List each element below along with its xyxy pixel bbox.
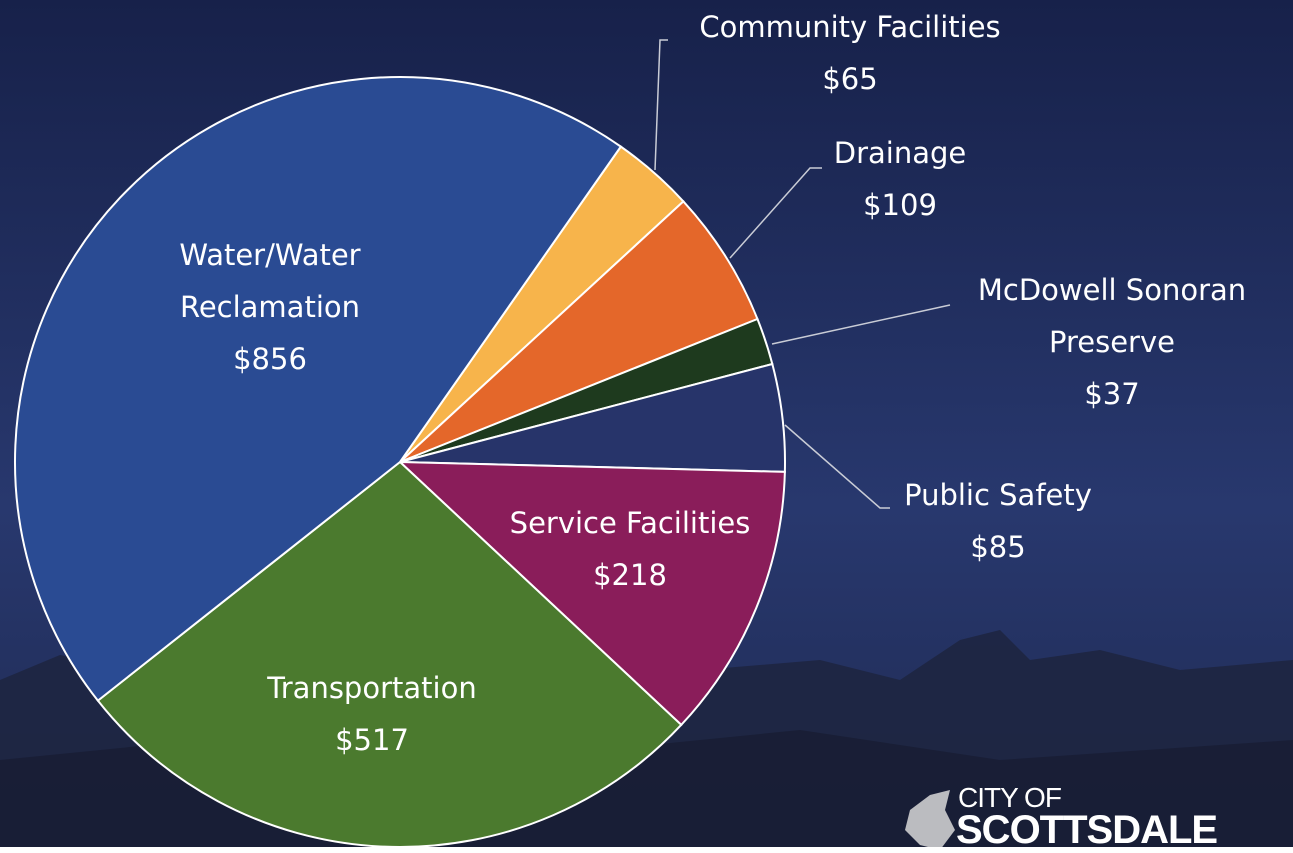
value-label: $856 <box>233 342 307 376</box>
pie-slice <box>14 76 623 703</box>
slice-label: Community Facilities $65 <box>640 1 1060 105</box>
category: Public Safety <box>904 478 1092 512</box>
pie <box>14 76 786 847</box>
value-label: $218 <box>593 558 667 592</box>
category: Service Facilities <box>509 506 751 540</box>
leader-lines <box>654 39 951 509</box>
leader-line <box>654 39 668 171</box>
slice-label: Water/Water Reclamation $856 <box>155 229 385 385</box>
category: McDowell Sonoran Preserve <box>977 273 1247 359</box>
value-label: $517 <box>335 723 409 757</box>
value-label: $65 <box>822 62 878 96</box>
leader-line <box>729 167 822 259</box>
category: Community Facilities <box>699 10 1001 44</box>
value-label: $85 <box>970 530 1026 564</box>
category: Water/Water Reclamation <box>179 238 361 324</box>
slice-label: Drainage $109 <box>750 127 1050 231</box>
category: Transportation <box>267 671 477 705</box>
pie-slice <box>397 460 786 727</box>
category: Drainage <box>833 136 967 170</box>
slice-label: Service Facilities $218 <box>470 497 790 601</box>
logo-text: SCOTTSDALE <box>956 808 1218 852</box>
logo-text: CITY OF <box>958 782 1062 813</box>
leader-line <box>771 304 951 345</box>
slice-label: McDowell Sonoran Preserve $37 <box>942 264 1282 420</box>
slice-label: Public Safety $85 <box>848 469 1148 573</box>
value-label: $109 <box>863 188 937 222</box>
value-label: $37 <box>1084 377 1140 411</box>
slice-label: Transportation $517 <box>212 662 532 766</box>
logo-icon <box>905 790 955 847</box>
leader-line <box>784 424 890 509</box>
pie-slice <box>399 199 759 463</box>
